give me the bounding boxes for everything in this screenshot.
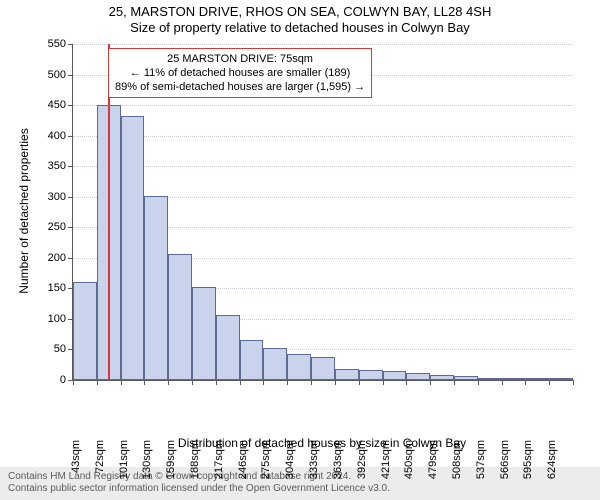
ytick-label: 100 [38,313,66,325]
annotation-line-2: ← 11% of detached houses are smaller (18… [115,66,365,80]
ytick-label: 450 [38,99,66,111]
xtick-mark [430,380,431,385]
xtick-label: 72sqm [94,440,106,490]
xtick-label: 624sqm [546,440,558,490]
xtick-label: 159sqm [165,440,177,490]
xtick-label: 479sqm [427,440,439,490]
histogram-bar [263,348,287,380]
xtick-mark [502,380,503,385]
address-title: 25, MARSTON DRIVE, RHOS ON SEA, COLWYN B… [0,4,600,20]
ytick-label: 50 [38,343,66,355]
histogram-bar [287,354,311,380]
xtick-label: 43sqm [70,440,82,490]
histogram-bar [478,378,502,380]
ytick-label: 400 [38,130,66,142]
ytick-label: 150 [38,282,66,294]
ytick-mark [68,258,73,259]
annotation-line-1: 25 MARSTON DRIVE: 75sqm [115,52,365,66]
ytick-mark [68,197,73,198]
xtick-mark [573,380,574,385]
xtick-label: 421sqm [380,440,392,490]
xtick-mark [168,380,169,385]
ytick-label: 0 [38,374,66,386]
xtick-mark [383,380,384,385]
ytick-mark [68,44,73,45]
histogram-bar [406,373,430,380]
xtick-label: 363sqm [332,440,344,490]
ytick-label: 350 [38,160,66,172]
xtick-mark [406,380,407,385]
ytick-mark [68,105,73,106]
gridline [73,136,573,137]
xtick-label: 304sqm [284,440,296,490]
xtick-mark [335,380,336,385]
histogram-bar [216,315,240,380]
xtick-label: 566sqm [499,440,511,490]
ytick-label: 550 [38,38,66,50]
histogram-bar [359,370,383,380]
histogram-bar [502,378,526,380]
xtick-mark [359,380,360,385]
histogram-bar [311,357,335,380]
xtick-label: 392sqm [356,440,368,490]
xtick-mark [311,380,312,385]
xtick-label: 101sqm [118,440,130,490]
ytick-label: 250 [38,221,66,233]
xtick-label: 188sqm [189,440,201,490]
xtick-mark [287,380,288,385]
histogram-bar [192,287,216,380]
histogram-bar [549,378,573,380]
histogram-bar [335,369,359,380]
histogram-bar [383,371,407,380]
y-axis-label: Number of detached properties [17,111,31,311]
ytick-mark [68,75,73,76]
gridline [73,166,573,167]
xtick-label: 508sqm [451,440,463,490]
ytick-label: 500 [38,69,66,81]
xtick-mark [121,380,122,385]
histogram-bar [430,375,454,380]
histogram-bar [121,116,145,380]
xtick-mark [525,380,526,385]
title-block: 25, MARSTON DRIVE, RHOS ON SEA, COLWYN B… [0,4,600,36]
annotation-box: 25 MARSTON DRIVE: 75sqm ← 11% of detache… [108,48,372,98]
gridline [73,105,573,106]
xtick-mark [263,380,264,385]
xtick-mark [216,380,217,385]
ytick-label: 200 [38,252,66,264]
xtick-label: 537sqm [475,440,487,490]
subtitle: Size of property relative to detached ho… [0,20,600,36]
xtick-mark [73,380,74,385]
histogram-bar [240,340,264,380]
histogram-bar [73,282,97,380]
ytick-mark [68,166,73,167]
xtick-mark [454,380,455,385]
histogram-bar [454,376,478,380]
xtick-mark [192,380,193,385]
xtick-mark [144,380,145,385]
xtick-label: 275sqm [260,440,272,490]
gridline [73,44,573,45]
histogram-bar [144,196,168,380]
ytick-label: 300 [38,191,66,203]
xtick-mark [478,380,479,385]
xtick-label: 130sqm [141,440,153,490]
histogram-bar [168,254,192,380]
xtick-label: 217sqm [213,440,225,490]
xtick-mark [240,380,241,385]
xtick-mark [549,380,550,385]
histogram-bar [525,378,549,380]
xtick-label: 450sqm [403,440,415,490]
chart-container: 25, MARSTON DRIVE, RHOS ON SEA, COLWYN B… [0,0,600,500]
xtick-mark [97,380,98,385]
ytick-mark [68,136,73,137]
annotation-line-3: 89% of semi-detached houses are larger (… [115,80,365,94]
xtick-label: 595sqm [522,440,534,490]
ytick-mark [68,227,73,228]
xtick-label: 333sqm [308,440,320,490]
xtick-label: 246sqm [237,440,249,490]
